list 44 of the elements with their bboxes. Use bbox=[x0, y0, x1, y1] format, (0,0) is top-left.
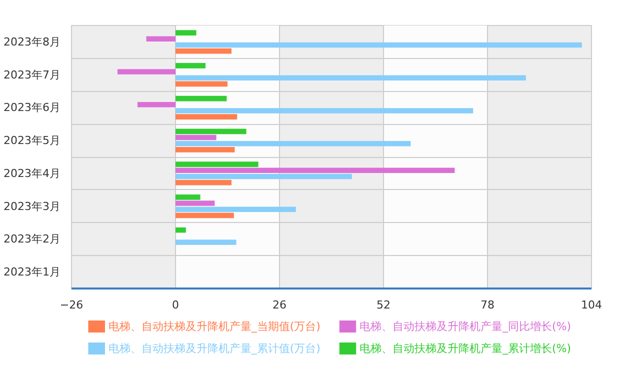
bar bbox=[176, 174, 352, 180]
bar bbox=[176, 206, 296, 212]
x-tick-label: 104 bbox=[581, 298, 602, 312]
bar bbox=[176, 30, 196, 36]
y-tick-label: 2023年7月 bbox=[4, 68, 61, 82]
legend-label: 电梯、自动扶梯及升降机产量_同比增长(%) bbox=[359, 320, 572, 333]
bar bbox=[176, 212, 234, 218]
legend-label: 电梯、自动扶梯及升降机产量_累计增长(%) bbox=[359, 342, 572, 355]
bar bbox=[176, 162, 258, 167]
bar bbox=[176, 194, 200, 200]
bar bbox=[176, 75, 526, 80]
bar bbox=[176, 180, 232, 186]
bar bbox=[176, 168, 455, 174]
bar bbox=[176, 134, 216, 140]
y-tick-label: 2023年5月 bbox=[4, 134, 61, 148]
bar bbox=[138, 102, 176, 108]
y-tick-label: 2023年8月 bbox=[4, 35, 61, 48]
bar bbox=[176, 114, 238, 120]
bar bbox=[118, 69, 176, 74]
y-tick-label: 2023年6月 bbox=[4, 101, 61, 114]
bar bbox=[176, 81, 228, 87]
bar bbox=[176, 147, 235, 152]
legend-label: 电梯、自动扶梯及升降机产量_当期值(万台) bbox=[108, 320, 320, 333]
bar bbox=[176, 240, 236, 245]
bar bbox=[176, 128, 246, 134]
x-tick-label: 52 bbox=[376, 298, 390, 312]
bar bbox=[176, 140, 411, 146]
bar bbox=[176, 200, 215, 206]
bar bbox=[176, 227, 186, 233]
bar bbox=[176, 96, 227, 102]
legend-label: 电梯、自动扶梯及升降机产量_累计值(万台) bbox=[108, 342, 320, 355]
y-tick-label: 2023年3月 bbox=[4, 200, 61, 213]
bar bbox=[176, 48, 232, 54]
y-tick-label: 2023年4月 bbox=[4, 166, 61, 180]
y-tick-label: 2023年1月 bbox=[4, 266, 61, 279]
x-tick-label: 0 bbox=[172, 298, 179, 312]
y-tick-label: 2023年2月 bbox=[4, 232, 61, 246]
x-tick-label: −26 bbox=[60, 298, 84, 312]
x-tick-label: 78 bbox=[480, 298, 494, 312]
x-tick-label: 26 bbox=[272, 298, 286, 312]
bar bbox=[176, 42, 582, 48]
bar bbox=[176, 63, 206, 68]
bar bbox=[176, 108, 474, 114]
bar bbox=[146, 36, 176, 42]
